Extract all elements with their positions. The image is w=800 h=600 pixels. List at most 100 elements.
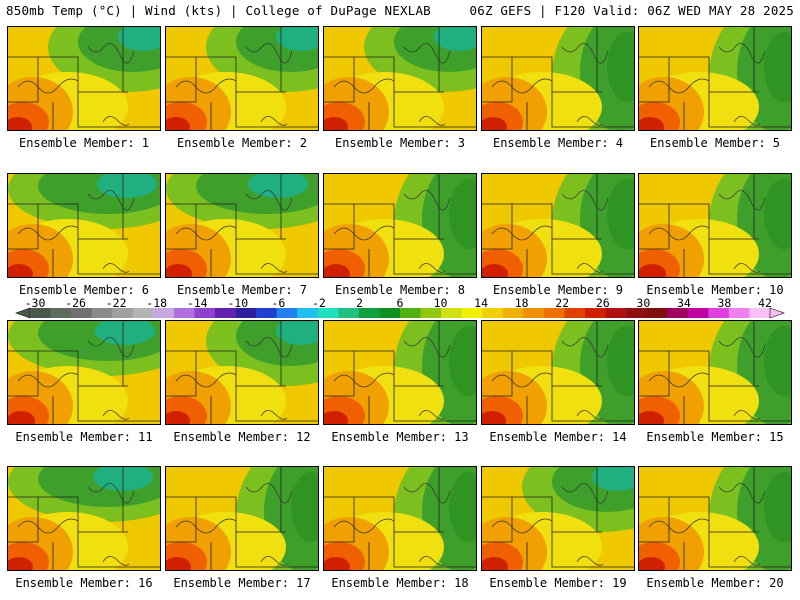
state-border (166, 351, 197, 397)
temperature-field (324, 27, 476, 130)
colorbar-swatch (91, 308, 113, 318)
state-border (482, 351, 513, 397)
cool-core (607, 32, 634, 102)
hot-core (8, 557, 33, 570)
ensemble-map-panel (165, 320, 319, 425)
ensemble-map-panel (7, 173, 161, 278)
member-label: Ensemble Member: 8 (334, 283, 466, 297)
colorbar-tick-label: -6 (271, 296, 286, 310)
temperature-contour (87, 190, 135, 211)
colorbar-tick-label: -2 (311, 296, 326, 310)
hot-core (8, 117, 32, 130)
colorbar-swatch (626, 308, 647, 318)
colorbar-tick-label: 30 (636, 296, 651, 310)
hot-core (482, 264, 508, 277)
colorbar-swatch (667, 308, 689, 318)
colorbar-swatch (215, 308, 236, 318)
colorbar-swatch (276, 308, 298, 318)
hot-core (8, 264, 33, 277)
temperature-contour (648, 78, 710, 94)
state-border (482, 497, 513, 543)
state-border (166, 56, 286, 93)
state-border (482, 496, 602, 533)
member-label: Ensemble Member: 10 (646, 283, 784, 297)
ensemble-map-panel (481, 173, 635, 278)
temperature-contour (260, 263, 288, 273)
ensemble-map-panel (323, 26, 477, 131)
hot-core (324, 411, 348, 424)
temperature-contour (102, 556, 130, 566)
cool-core (764, 32, 791, 102)
state-border (166, 497, 197, 543)
state-border (166, 57, 197, 103)
state-border (8, 351, 39, 397)
ensemble-map-panel (323, 466, 477, 571)
temperature-contour (333, 225, 395, 241)
state-border (8, 350, 128, 387)
temperature-contour (561, 337, 609, 358)
ensemble-map-panel (481, 320, 635, 425)
temperature-field (324, 321, 476, 424)
temperature-contour (491, 518, 553, 534)
cool-core (276, 321, 318, 345)
temperature-contour (403, 43, 451, 64)
colorbar-tick-label: 34 (676, 296, 691, 310)
state-border (639, 204, 670, 250)
state-border (482, 204, 513, 250)
member-label: Ensemble Member: 16 (15, 576, 153, 590)
temperature-contour (333, 372, 395, 388)
temperature-contour (648, 225, 710, 241)
colorbar-swatch (338, 308, 360, 318)
temperature-contour (733, 410, 761, 420)
cool-core (449, 326, 476, 396)
colorbar-swatch (441, 308, 462, 318)
temperature-contour (418, 116, 446, 126)
cool-core (592, 467, 634, 491)
temperature-contour (102, 116, 130, 126)
colorbar-right-arrow (769, 307, 785, 319)
temperature-field (8, 321, 160, 424)
temperature-field (482, 467, 634, 570)
cool-core (97, 174, 157, 198)
colorbar-swatch (708, 308, 730, 318)
member-label: Ensemble Member: 1 (18, 136, 150, 150)
ensemble-map-panel (7, 26, 161, 131)
cool-core (291, 472, 318, 542)
colorbar-tick-label: 26 (595, 296, 610, 310)
ensemble-map-panel (481, 26, 635, 131)
temperature-contour (245, 43, 293, 64)
hot-core (639, 264, 666, 277)
colorbar-tick-label: 6 (396, 296, 404, 310)
temperature-field (324, 174, 476, 277)
state-border (235, 386, 318, 422)
colorbar-tick-label: 10 (433, 296, 448, 310)
colorbar-swatch (153, 308, 175, 318)
state-border (77, 92, 160, 128)
hot-core (639, 117, 664, 130)
member-label: Ensemble Member: 20 (646, 576, 784, 590)
state-border (639, 496, 759, 533)
member-label: Ensemble Member: 15 (646, 430, 784, 444)
temperature-field (166, 174, 318, 277)
state-border (8, 496, 128, 533)
cool-core (607, 179, 634, 249)
colorbar-swatch (687, 308, 709, 318)
ensemble-map-panel (638, 320, 792, 425)
hot-core (639, 557, 665, 570)
colorbar-tick-label: 22 (555, 296, 570, 310)
state-border (639, 57, 670, 103)
member-label: Ensemble Member: 7 (176, 283, 308, 297)
colorbar-swatch (543, 308, 565, 318)
temperature-field (8, 467, 160, 570)
temperature-contour (175, 372, 237, 388)
state-border (708, 239, 791, 275)
colorbar-swatch (173, 308, 195, 318)
hot-core (166, 117, 190, 130)
state-border (393, 532, 476, 568)
state-border (166, 496, 286, 533)
colorbar-swatch (502, 308, 524, 318)
member-label: Ensemble Member: 12 (173, 430, 311, 444)
colorbar-swatch (297, 308, 319, 318)
temperature-contour (561, 483, 609, 504)
hot-core (324, 264, 350, 277)
